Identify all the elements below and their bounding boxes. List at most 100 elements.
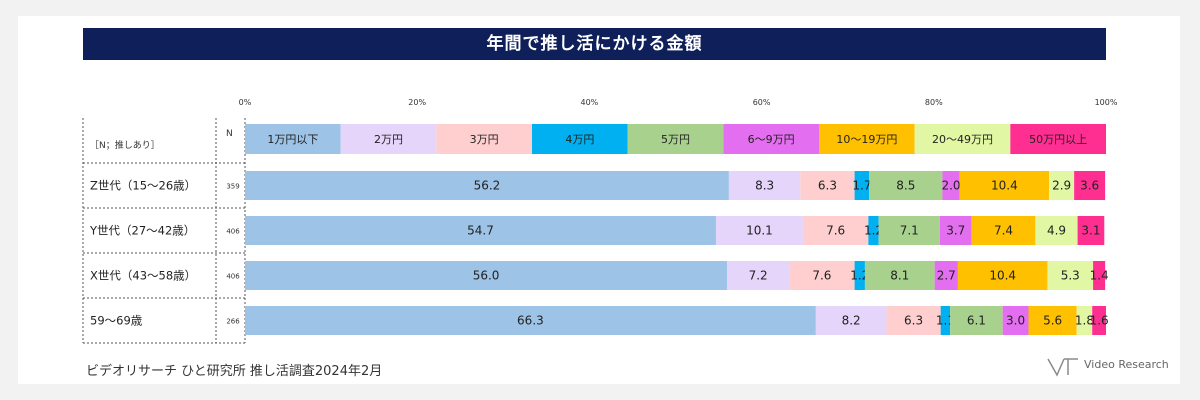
bar-segment	[940, 306, 951, 335]
category-label: X世代（43～58歳）	[90, 269, 196, 283]
axis-tick-label: 60%	[753, 98, 771, 107]
data-label: 6.1	[967, 314, 986, 328]
category-label: 59～69歳	[90, 314, 143, 328]
data-label: 3.6	[1080, 179, 1099, 193]
data-label: 1.2	[850, 269, 869, 283]
data-label: 10.4	[991, 179, 1018, 193]
data-label: 7.6	[812, 269, 831, 283]
category-label: Z世代（15～26歳）	[90, 179, 196, 193]
legend-swatch	[340, 124, 437, 154]
data-label: 3.1	[1081, 224, 1100, 238]
data-label: 7.1	[900, 224, 919, 238]
data-label: 2.9	[1052, 179, 1071, 193]
n-value: 359	[226, 183, 239, 191]
legend-label: 4万円	[565, 133, 594, 146]
axis-tick-label: 0%	[239, 98, 252, 107]
bar-segment	[728, 171, 801, 200]
data-label: 8.3	[755, 179, 774, 193]
bar-segment	[886, 306, 941, 335]
data-label: 6.3	[904, 314, 923, 328]
bar-segment	[854, 261, 865, 290]
bar-segment	[1047, 261, 1094, 290]
data-label: 8.5	[896, 179, 915, 193]
legend-label: 3万円	[470, 133, 499, 146]
bar-segment	[245, 306, 816, 335]
data-label: 5.6	[1043, 314, 1062, 328]
legend-label: 6～9万円	[748, 133, 795, 146]
legend-label: 20～49万円	[932, 133, 993, 146]
data-label: 66.3	[517, 314, 544, 328]
axis-tick-label: 80%	[925, 98, 943, 107]
bar-segment	[1076, 306, 1093, 335]
data-label: 56.2	[474, 179, 501, 193]
bar-segment	[950, 306, 1003, 335]
data-label: 54.7	[467, 224, 494, 238]
bar-segment	[869, 171, 943, 200]
legend-swatch	[245, 124, 341, 154]
bar-segment	[1092, 306, 1106, 335]
n-value: 266	[226, 318, 240, 326]
bar-segment	[942, 171, 960, 200]
video-research-logo-icon	[1047, 358, 1078, 377]
legend-swatch	[723, 124, 819, 154]
data-label: 7.2	[749, 269, 768, 283]
bar-segment	[715, 216, 803, 245]
legend-label: 1万円以下	[267, 133, 318, 146]
legend-swatch	[819, 124, 915, 154]
bar-segment	[959, 171, 1050, 200]
data-label: 1.2	[864, 224, 883, 238]
bar-segment	[934, 261, 958, 290]
data-label: 7.6	[826, 224, 845, 238]
data-label: 10.4	[989, 269, 1016, 283]
legend-label: 2万円	[374, 133, 403, 146]
bar-segment	[868, 216, 879, 245]
bar-segment	[1028, 306, 1077, 335]
bar-segment	[1077, 216, 1105, 245]
category-label: Y世代（27～42歳）	[89, 224, 195, 238]
bar-segment	[245, 261, 728, 290]
bar-segment	[815, 306, 887, 335]
bar-segment	[878, 216, 940, 245]
brand-logo: Video Research	[1046, 355, 1176, 377]
data-label: 3.0	[1006, 314, 1025, 328]
source-note: ビデオリサーチ ひと研究所 推し活調査2024年2月	[86, 364, 383, 379]
header-label: ［N；推しあり］	[90, 139, 160, 151]
legend-label: 50万円以上	[1029, 133, 1087, 146]
chart-title: 年間で推し活にかける金額	[83, 28, 1106, 60]
axis-tick-label: 40%	[581, 98, 599, 107]
bar-segment	[1093, 261, 1106, 290]
bar-segment	[245, 216, 716, 245]
data-label: 2.7	[937, 269, 956, 283]
bar-segment	[1035, 216, 1078, 245]
data-label: 56.0	[473, 269, 500, 283]
legend-swatch	[1010, 124, 1106, 154]
legend-swatch	[627, 124, 724, 154]
bar-segment	[802, 216, 869, 245]
bar-segment	[939, 216, 972, 245]
bar-segment	[854, 171, 870, 200]
legend-swatch	[914, 124, 1011, 154]
data-label: 10.1	[746, 224, 773, 238]
axis-tick-label: 100%	[1095, 98, 1118, 107]
data-label: 5.3	[1061, 269, 1080, 283]
data-label: 3.7	[946, 224, 965, 238]
n-value: 406	[226, 273, 240, 281]
bar-segment	[789, 261, 855, 290]
n-value: 406	[226, 228, 240, 236]
bar-segment	[800, 171, 855, 200]
data-label: 1.7	[852, 179, 871, 193]
n-column-header: N	[226, 129, 233, 139]
bar-segment	[1002, 306, 1029, 335]
data-label: 8.1	[890, 269, 909, 283]
brand-name: Video Research	[1084, 358, 1169, 371]
data-label: 7.4	[994, 224, 1013, 238]
data-label: 1.4	[1090, 269, 1109, 283]
data-label: 4.9	[1047, 224, 1066, 238]
bar-segment	[1049, 171, 1075, 200]
legend-swatch	[436, 124, 532, 154]
bar-segment	[971, 216, 1036, 245]
data-label: 6.3	[818, 179, 837, 193]
bar-segment	[1074, 171, 1106, 200]
legend-label: 10～19万円	[836, 133, 897, 146]
